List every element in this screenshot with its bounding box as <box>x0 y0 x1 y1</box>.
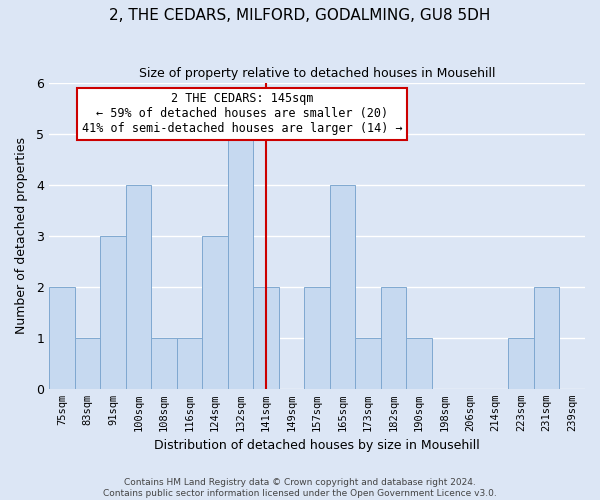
Title: Size of property relative to detached houses in Mousehill: Size of property relative to detached ho… <box>139 68 496 80</box>
Bar <box>330 185 355 389</box>
Bar <box>253 287 279 389</box>
Text: Contains HM Land Registry data © Crown copyright and database right 2024.
Contai: Contains HM Land Registry data © Crown c… <box>103 478 497 498</box>
Bar <box>304 287 330 389</box>
Bar <box>100 236 126 389</box>
Text: 2 THE CEDARS: 145sqm
← 59% of detached houses are smaller (20)
41% of semi-detac: 2 THE CEDARS: 145sqm ← 59% of detached h… <box>82 92 403 135</box>
Bar <box>228 134 253 389</box>
Bar <box>126 185 151 389</box>
Bar <box>406 338 432 389</box>
Bar <box>202 236 228 389</box>
Y-axis label: Number of detached properties: Number of detached properties <box>15 138 28 334</box>
Bar <box>177 338 202 389</box>
Bar <box>75 338 100 389</box>
X-axis label: Distribution of detached houses by size in Mousehill: Distribution of detached houses by size … <box>154 440 480 452</box>
Bar <box>151 338 177 389</box>
Bar <box>381 287 406 389</box>
Bar <box>508 338 534 389</box>
Text: 2, THE CEDARS, MILFORD, GODALMING, GU8 5DH: 2, THE CEDARS, MILFORD, GODALMING, GU8 5… <box>109 8 491 22</box>
Bar <box>355 338 381 389</box>
Bar <box>534 287 559 389</box>
Bar <box>49 287 75 389</box>
